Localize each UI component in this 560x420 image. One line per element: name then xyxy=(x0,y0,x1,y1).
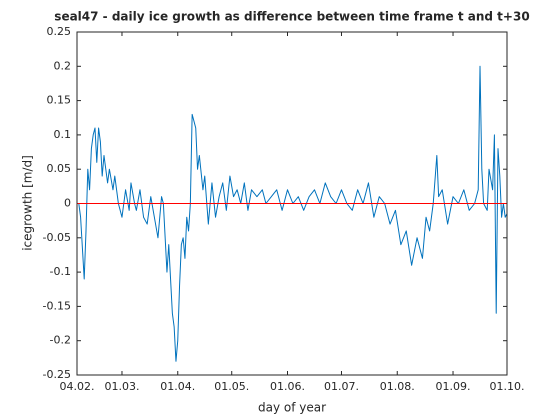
y-axis-label: icegrowth [m/d] xyxy=(21,155,35,251)
x-axis-label: day of year xyxy=(258,401,326,415)
y-tick-label: -0.15 xyxy=(43,299,71,312)
y-tick-label: 0.2 xyxy=(54,59,72,72)
y-tick-label: 0.1 xyxy=(54,128,72,141)
x-tick-label: 04.02. xyxy=(60,380,95,393)
y-tick-label: -0.1 xyxy=(50,265,71,278)
plot-frame xyxy=(76,31,508,376)
x-tick-label: 01.09. xyxy=(436,380,471,393)
y-tick-label: -0.25 xyxy=(43,368,71,381)
x-tick-label: 01.08. xyxy=(380,380,415,393)
y-tick-label: -0.2 xyxy=(50,334,71,347)
x-tick-label: 01.06. xyxy=(270,380,305,393)
chart-title: seal47 - daily ice growth as difference … xyxy=(54,10,529,24)
y-tick-label: 0 xyxy=(64,197,71,210)
y-tick-label: 0.05 xyxy=(47,162,72,175)
y-tick-label: -0.05 xyxy=(43,231,71,244)
x-tick-label: 01.05. xyxy=(214,380,249,393)
x-tick-label: 01.10. xyxy=(490,380,525,393)
x-tick-label: 01.03. xyxy=(104,380,139,393)
x-tick-label: 01.07. xyxy=(324,380,359,393)
y-tick-label: 0.15 xyxy=(47,94,72,107)
x-tick-label: 01.04. xyxy=(160,380,195,393)
y-tick-label: 0.25 xyxy=(47,25,72,38)
data-line xyxy=(78,65,508,362)
